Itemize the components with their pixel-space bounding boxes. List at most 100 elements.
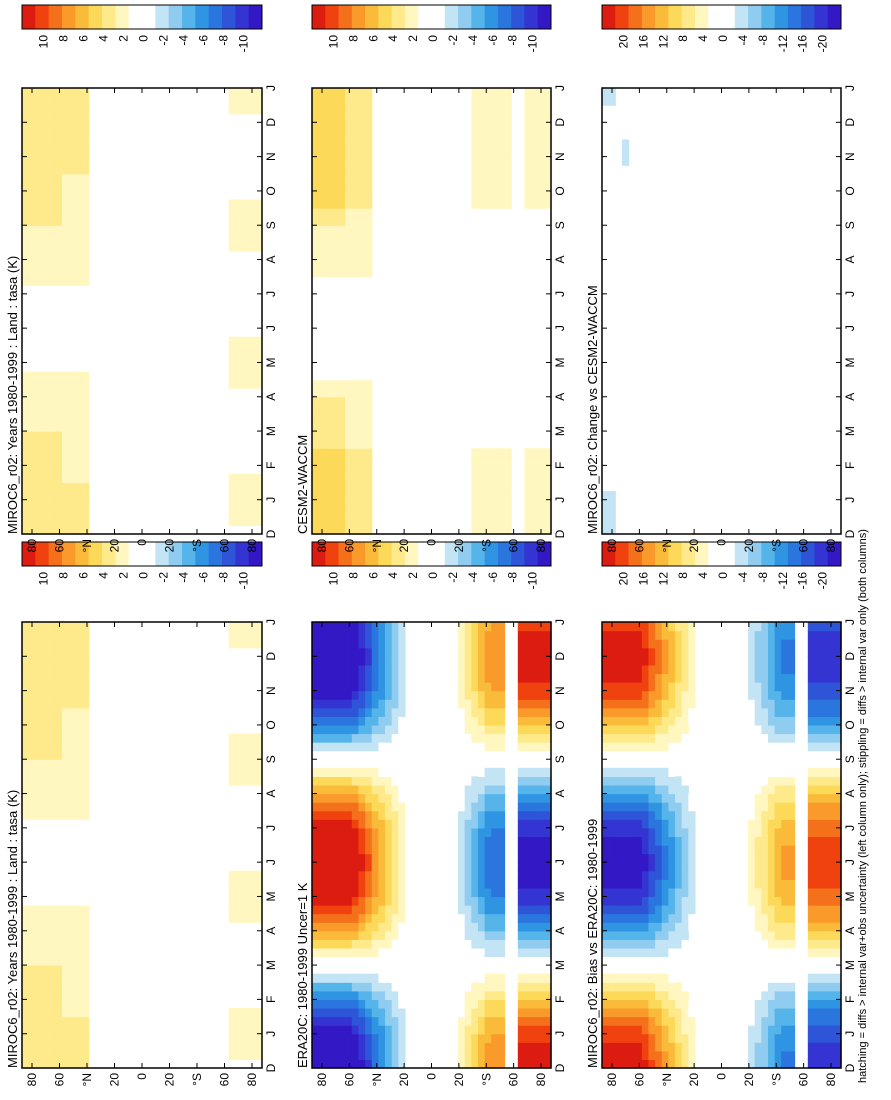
heatmap-cell (55, 707, 63, 717)
heatmap-cell (608, 922, 616, 932)
heatmap-cell (242, 913, 250, 923)
heatmap-cell (325, 690, 333, 700)
heatmap-cell (615, 707, 623, 717)
heatmap-cell (821, 1059, 829, 1069)
heatmap-cell (391, 939, 399, 949)
heatmap-cell (318, 690, 326, 700)
heatmap-cell (365, 845, 373, 855)
heatmap-cell (807, 862, 816, 872)
heatmap-cell (491, 853, 499, 863)
heatmap-cell (524, 630, 532, 640)
heatmap-cell (471, 784, 479, 795)
heatmap-cell (48, 742, 56, 752)
heatmap-cell (615, 1050, 623, 1061)
heatmap-cell (358, 879, 366, 889)
heatmap-cell (827, 887, 835, 898)
heatmap-cell (48, 862, 56, 872)
heatmap-cell (318, 1042, 326, 1052)
heatmap-cell (681, 990, 689, 1000)
heatmap-cell (365, 379, 373, 389)
heatmap-cell (68, 336, 76, 346)
heatmap-cell (675, 664, 683, 675)
heatmap-cell (615, 1025, 623, 1035)
heatmap-cell (312, 707, 320, 717)
heatmap-cell (458, 802, 466, 812)
colorbar-label: -6 (486, 35, 500, 46)
heatmap-cell (371, 887, 379, 898)
heatmap-cell (668, 784, 676, 795)
heatmap-cell (228, 105, 236, 115)
heatmap-cell (761, 930, 769, 940)
heatmap-cell (48, 673, 56, 683)
heatmap-cell (531, 482, 539, 492)
colorbar-swatch (155, 542, 170, 566)
colorbar-swatch (537, 5, 552, 29)
heatmap-cell (318, 819, 326, 829)
heatmap-cell (62, 508, 70, 518)
heatmap-cell (524, 922, 532, 932)
heatmap-cell (681, 776, 689, 786)
heatmap-cell (55, 362, 63, 372)
heatmap-cell (458, 819, 466, 829)
heatmap-cell (42, 965, 50, 975)
heatmap-cell (325, 88, 333, 98)
heatmap-cell (537, 776, 545, 786)
heatmap-cell (681, 819, 689, 829)
heatmap-cell (491, 630, 499, 640)
heatmap-cell (458, 810, 466, 820)
lat-label: 0 (135, 539, 149, 546)
heatmap-cell (62, 733, 70, 743)
heatmap-cell (68, 182, 76, 192)
heatmap-cell (628, 973, 636, 983)
heatmap-cell (22, 767, 30, 777)
heatmap-cell (781, 733, 789, 743)
heatmap-cell (458, 647, 466, 657)
month-label: N (553, 152, 567, 161)
heatmap-cell (641, 1007, 650, 1018)
heatmap-cell (781, 930, 789, 940)
heatmap-cell (807, 990, 816, 1000)
heatmap-cell (458, 905, 466, 915)
heatmap-cell (318, 285, 326, 295)
heatmap-cell (22, 870, 30, 880)
heatmap-cell (787, 1042, 796, 1052)
heatmap-cell (358, 379, 366, 389)
heatmap-cell (365, 853, 373, 863)
heatmap-cell (68, 456, 76, 466)
heatmap-cell (82, 362, 90, 372)
heatmap-cell (345, 827, 353, 838)
heatmap-cell (55, 311, 63, 321)
heatmap-cell (675, 930, 683, 940)
heatmap-cell (675, 862, 683, 872)
heatmap-cell (458, 836, 466, 846)
heatmap-cell (48, 285, 56, 295)
heatmap-cell (531, 810, 539, 820)
heatmap-cell (491, 999, 499, 1009)
heatmap-cell (22, 793, 30, 803)
heatmap-cell (331, 491, 340, 501)
heatmap-cell (48, 690, 56, 700)
heatmap-cell (351, 336, 360, 346)
heatmap-cell (331, 827, 340, 838)
heatmap-cell (648, 896, 656, 906)
heatmap-cell (648, 707, 656, 717)
heatmap-cell (781, 767, 789, 777)
heatmap-cell (82, 396, 90, 406)
heatmap-cell (471, 664, 479, 675)
heatmap-cell (621, 630, 630, 640)
heatmap-cell (648, 930, 656, 940)
heatmap-cell (484, 525, 492, 535)
heatmap-cell (82, 405, 90, 415)
heatmap-cell (531, 905, 539, 915)
heatmap-cell (471, 199, 479, 209)
heatmap-cell (248, 516, 256, 527)
heatmap-cell (345, 285, 353, 295)
heatmap-cell (635, 776, 643, 786)
heatmap-cell (477, 939, 486, 949)
heatmap-cell (761, 810, 769, 820)
heatmap-cell (365, 973, 373, 983)
heatmap-cell (338, 922, 346, 932)
heatmap-cell (82, 431, 90, 441)
heatmap-cell (325, 182, 333, 192)
heatmap-cell (484, 819, 492, 829)
